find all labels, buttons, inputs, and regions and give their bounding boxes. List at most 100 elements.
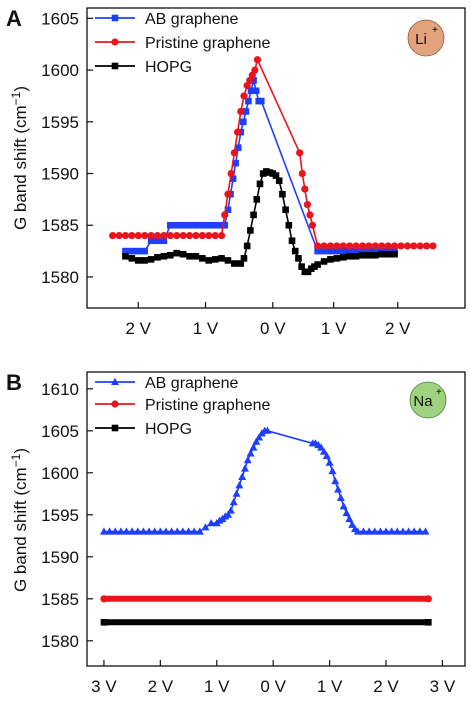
data-point-hopg (378, 250, 386, 258)
legend-marker-hopg-b (111, 424, 119, 432)
x-tick-label: 2 V (148, 677, 174, 696)
data-point-hopg (179, 250, 187, 258)
data-point-ab-graphene (243, 456, 252, 464)
data-point-ab-graphene (229, 175, 237, 182)
data-point-ab-graphene (257, 97, 265, 105)
data-point-pristine-graphene (416, 242, 424, 250)
panel-b: B 1580 1585 1590 1595 1600 1605 1610 3 V 2 V 1 V… (6, 370, 466, 696)
data-point-ab-graphene (353, 527, 362, 535)
data-point-pristine-graphene (326, 242, 335, 250)
legend-marker-symbol (111, 14, 119, 22)
data-point-ab-graphene (342, 508, 351, 517)
data-point-ab-graphene (252, 87, 260, 95)
data-point-hopg (253, 196, 261, 203)
data-point-hopg (240, 255, 248, 262)
data-point-pristine-graphene (410, 242, 418, 250)
data-point-pristine-graphene (333, 242, 341, 250)
data-point-ab-graphene (141, 247, 148, 255)
data-point-pristine-graphene (160, 231, 168, 240)
data-point-ab-graphene (320, 247, 328, 255)
data-point-ab-graphene (186, 221, 193, 229)
data-point-hopg (237, 260, 245, 267)
data-point-pristine-graphene (384, 242, 392, 250)
y-axis-title-a: G band shift (cm−1) (9, 86, 30, 230)
ion-badge-na-charge: + (436, 387, 442, 398)
legend-marker-symbol (111, 38, 119, 46)
x-axis-a: 2 V 1 V 0 V 1 V 2 V (125, 302, 411, 338)
legend-marker-symbol (111, 377, 119, 385)
data-point-hopg (154, 254, 161, 261)
data-point-ab-graphene (242, 108, 250, 115)
x-tick-label: 3 V (430, 677, 456, 696)
data-point-ab-graphene (201, 523, 210, 531)
data-point-ab-graphene (161, 527, 170, 535)
data-point-pristine-graphene (179, 231, 187, 240)
y-tick-label: 1595 (41, 506, 79, 525)
series-group-a (109, 56, 437, 276)
data-point-ab-graphene (421, 527, 430, 535)
data-point-ab-graphene (178, 527, 187, 535)
data-point-ab-graphene (205, 221, 213, 229)
data-point-pristine-graphene (296, 149, 304, 157)
ion-badge-li-circle (407, 19, 445, 57)
data-point-ab-graphene (221, 221, 229, 229)
legend-marker-ab-graphene-a (111, 14, 119, 22)
data-point-pristine-graphene (314, 242, 322, 250)
data-point-hopg (391, 250, 398, 258)
data-point-pristine-graphene (192, 231, 200, 240)
data-point-pristine-graphene (230, 149, 238, 157)
x-tick-label: 1 V (193, 319, 219, 338)
data-point-pristine-graphene (233, 128, 242, 136)
data-point-ab-graphene (328, 466, 337, 475)
data-point-hopg (425, 619, 432, 626)
data-point-hopg (243, 242, 251, 250)
data-point-ab-graphene (147, 237, 155, 245)
data-point-pristine-graphene (403, 242, 411, 250)
ion-badge-na-symbol: Na (413, 393, 433, 410)
data-point-ab-graphene (111, 527, 120, 535)
data-point-hopg (352, 252, 360, 260)
data-point-hopg (224, 257, 232, 264)
data-point-pristine-graphene (100, 595, 108, 603)
x-axis-b: 3 V 2 V 1 V 0 V 1 V 2 V 3 V (91, 660, 456, 696)
data-point-ab-graphene (167, 527, 176, 535)
y-axis-a: 1580 1585 1590 1595 1600 1605 (41, 9, 93, 287)
data-point-hopg (314, 261, 321, 268)
panel-letter-a: A (6, 6, 22, 31)
data-point-pristine-graphene (173, 231, 181, 240)
data-point-ab-graphene (179, 221, 187, 229)
data-point-ab-graphene (339, 247, 347, 255)
series-line-pristine-graphene (112, 57, 433, 247)
data-point-pristine-graphene (128, 231, 136, 240)
y-tick-label: 1605 (41, 422, 79, 441)
data-point-hopg (291, 247, 299, 255)
data-point-pristine-graphene (320, 242, 328, 250)
data-point-ab-graphene (224, 510, 233, 518)
y-tick-label: 1600 (41, 464, 79, 483)
x-tick-label: 2 V (373, 677, 399, 696)
y-tick-label: 1585 (41, 590, 79, 609)
data-point-ab-graphene (365, 527, 374, 535)
data-point-hopg (218, 255, 225, 262)
legend-marker-pristine-graphene-b (111, 400, 119, 408)
data-point-ab-graphene (240, 118, 247, 126)
data-point-hopg (272, 172, 280, 179)
x-tick-label: 1 V (321, 319, 347, 338)
data-point-hopg (256, 180, 264, 188)
data-point-ab-graphene (370, 527, 379, 535)
data-point-pristine-graphene (308, 221, 317, 229)
data-point-ab-graphene (154, 237, 161, 245)
legend-marker-ab-graphene-b (111, 377, 119, 385)
data-point-ab-graphene (345, 514, 354, 522)
legend-marker-symbol (111, 400, 119, 408)
data-point-pristine-graphene (240, 92, 248, 100)
data-point-hopg (147, 256, 155, 263)
legend-marker-pristine-graphene-a (111, 38, 119, 46)
data-point-hopg (100, 619, 108, 626)
data-point-pristine-graphene (352, 242, 360, 250)
data-point-pristine-graphene (339, 242, 347, 250)
y-axis-title-b: G band shift (cm−1) (9, 448, 30, 592)
data-point-pristine-graphene (185, 231, 194, 240)
data-point-ab-graphene (410, 527, 419, 535)
